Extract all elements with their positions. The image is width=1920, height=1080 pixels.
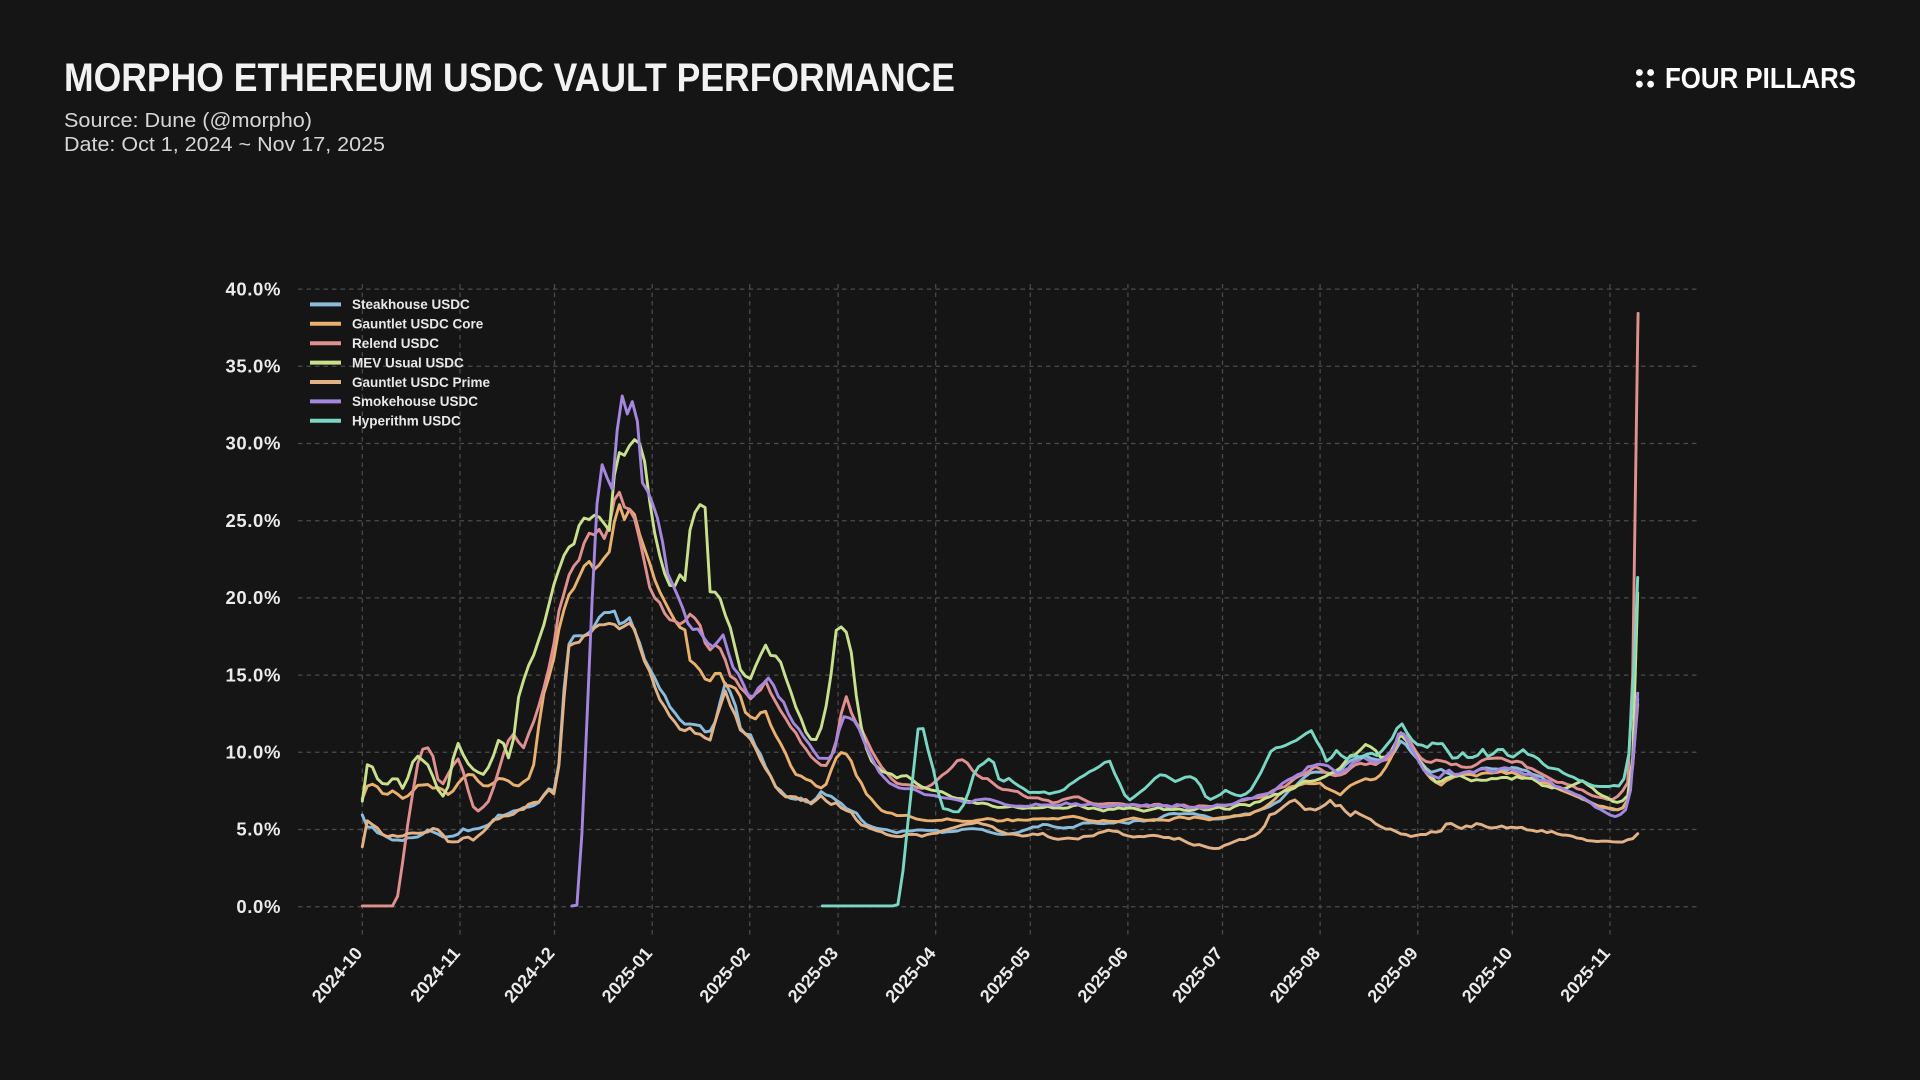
svg-text:5.0%: 5.0% xyxy=(236,819,281,840)
svg-text:40.0%: 40.0% xyxy=(226,278,281,299)
svg-text:25.0%: 25.0% xyxy=(226,510,281,531)
svg-text:Date: Oct 1, 2024 ~ Nov 17, 20: Date: Oct 1, 2024 ~ Nov 17, 2025 xyxy=(64,134,385,156)
svg-text:Relend USDC: Relend USDC xyxy=(352,336,439,351)
svg-text:0.0%: 0.0% xyxy=(236,896,281,917)
svg-text:35.0%: 35.0% xyxy=(226,356,281,377)
svg-text:MORPHO ETHEREUM USDC VAULT PER: MORPHO ETHEREUM USDC VAULT PERFORMANCE xyxy=(64,56,955,100)
svg-text:10.0%: 10.0% xyxy=(226,742,281,763)
svg-text:Hyperithm USDC: Hyperithm USDC xyxy=(352,414,461,429)
svg-text:FOUR PILLARS: FOUR PILLARS xyxy=(1665,63,1856,95)
svg-text:Steakhouse USDC: Steakhouse USDC xyxy=(352,297,470,312)
svg-text:Smokehouse USDC: Smokehouse USDC xyxy=(352,394,478,409)
svg-text:Gauntlet USDC Prime: Gauntlet USDC Prime xyxy=(352,375,491,390)
svg-text:MEV Usual USDC: MEV Usual USDC xyxy=(352,355,464,370)
svg-text:15.0%: 15.0% xyxy=(226,664,281,685)
svg-text:Source: Dune (@morpho): Source: Dune (@morpho) xyxy=(64,110,312,132)
svg-text:30.0%: 30.0% xyxy=(226,433,281,454)
svg-text:20.0%: 20.0% xyxy=(226,587,281,608)
svg-text:Gauntlet USDC Core: Gauntlet USDC Core xyxy=(352,317,484,332)
